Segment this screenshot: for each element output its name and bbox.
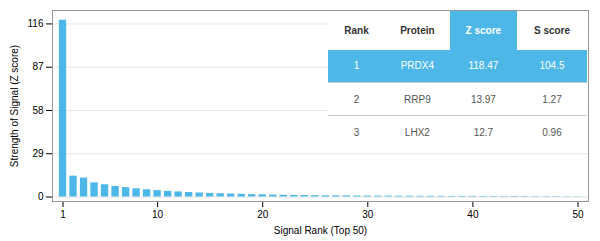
svg-text:30: 30 xyxy=(362,209,374,220)
svg-text:Signal Rank (Top 50): Signal Rank (Top 50) xyxy=(274,225,367,236)
html-text:Protein: Protein xyxy=(400,24,435,36)
html-text:12.7: 12.7 xyxy=(473,126,494,138)
svg-text:40: 40 xyxy=(467,209,479,220)
svg-text:87: 87 xyxy=(32,61,44,72)
svg-text:58: 58 xyxy=(32,105,44,116)
html-text:3: 3 xyxy=(353,126,360,138)
html-text:S score: S score xyxy=(533,24,571,36)
svg-text:29: 29 xyxy=(32,148,44,159)
svg-text:Strength of Signal (Z score): Strength of Signal (Z score) xyxy=(9,45,20,167)
html-text:104.5: 104.5 xyxy=(539,60,565,72)
svg-text:10: 10 xyxy=(152,209,164,220)
svg-text:0: 0 xyxy=(38,191,44,202)
svg-text:50: 50 xyxy=(572,209,584,220)
svg-text:1: 1 xyxy=(60,209,66,220)
svg-text:116: 116 xyxy=(28,18,44,29)
html-text:PRDX4: PRDX4 xyxy=(400,60,434,72)
html-text:2: 2 xyxy=(353,93,360,105)
html-text:1: 1 xyxy=(353,60,360,72)
html-text:Z score: Z score xyxy=(465,24,502,36)
html-text:RRP9: RRP9 xyxy=(404,93,431,105)
svg-text:20: 20 xyxy=(257,209,269,220)
html-text:0.96: 0.96 xyxy=(542,126,562,138)
html-text:Rank: Rank xyxy=(344,24,369,36)
html-text:1.27: 1.27 xyxy=(542,93,562,105)
html-text:13.97: 13.97 xyxy=(470,93,496,105)
html-text:118.47: 118.47 xyxy=(468,60,499,72)
html-text:LHX2: LHX2 xyxy=(404,126,430,138)
